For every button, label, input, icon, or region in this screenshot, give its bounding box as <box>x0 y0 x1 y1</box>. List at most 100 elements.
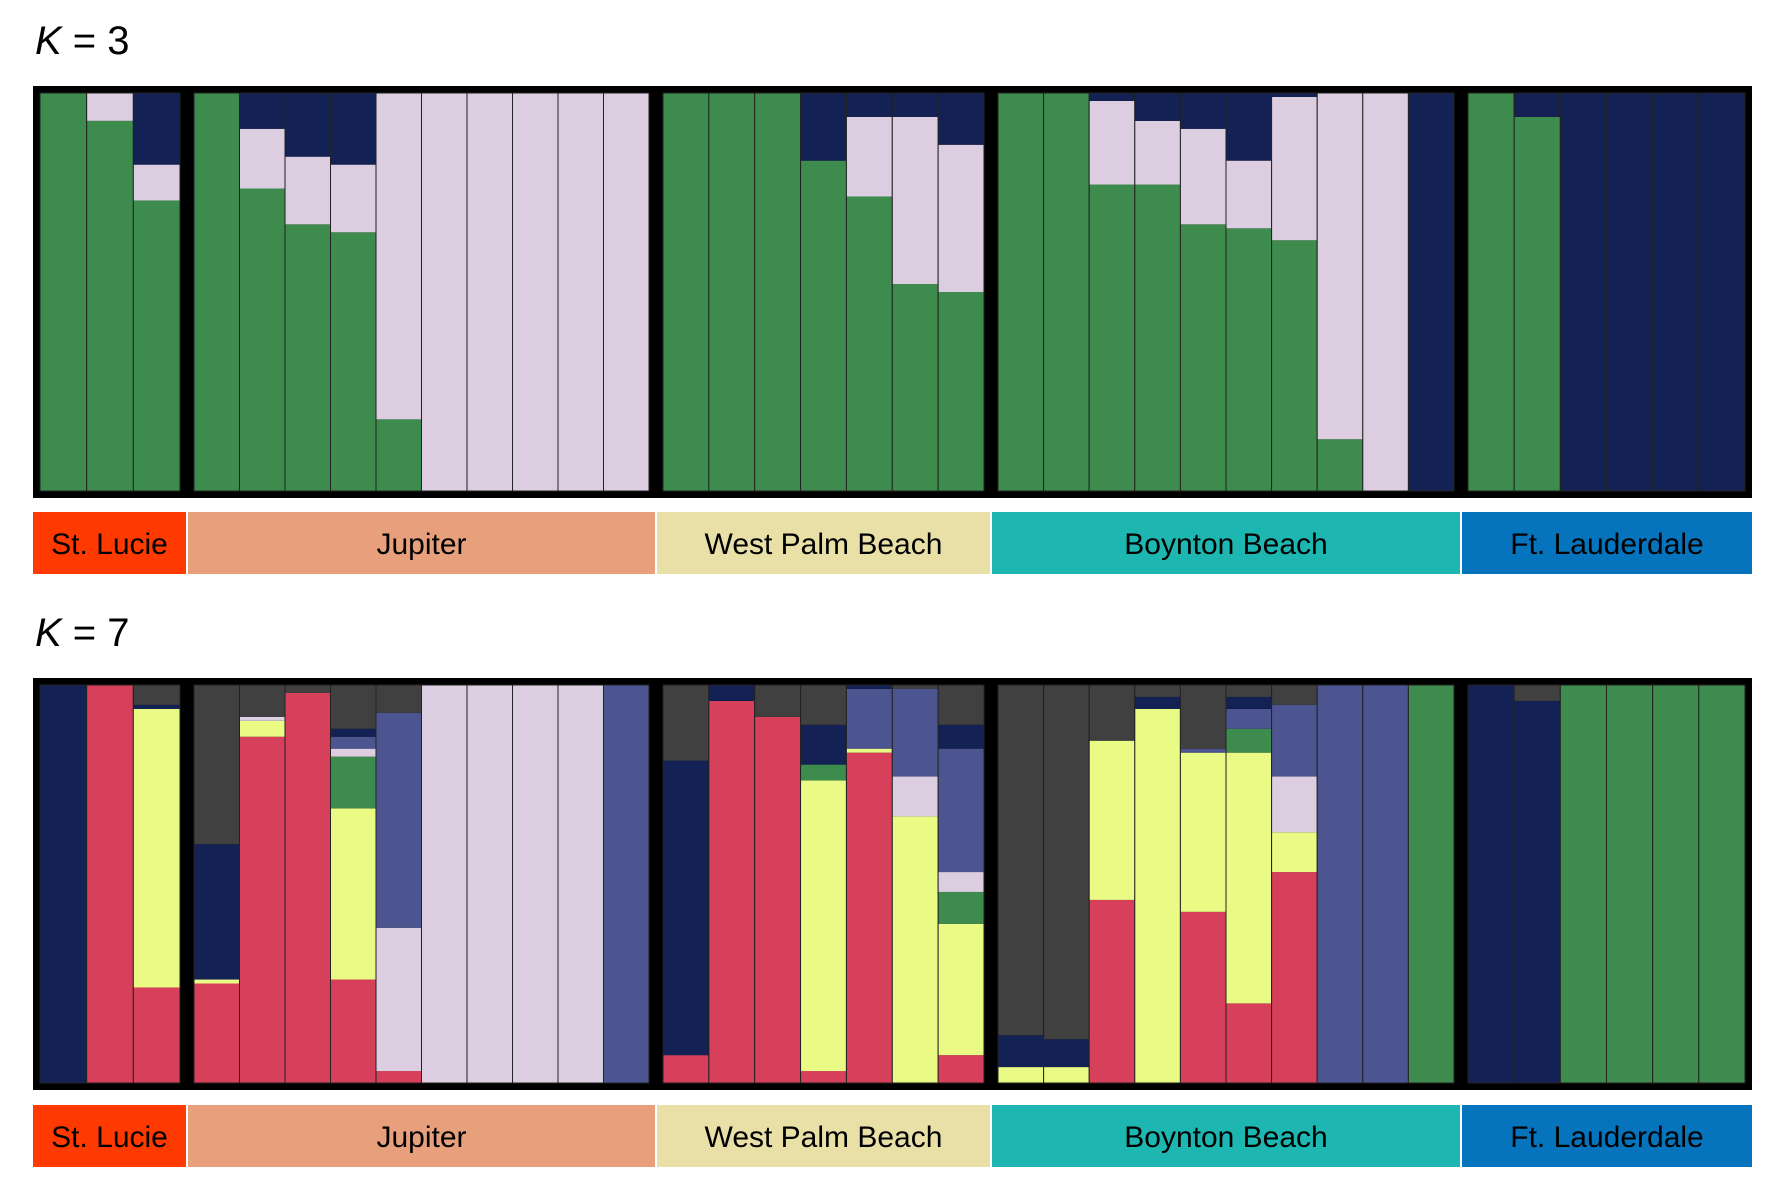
ancestry-segment-yellow <box>1089 740 1135 900</box>
ancestry-segment-green <box>800 160 847 491</box>
ancestry-segment-green <box>1514 116 1561 491</box>
population-label-boynton-beach: Boynton Beach <box>1124 528 1327 561</box>
ancestry-segment-slate <box>1226 708 1272 729</box>
panel-title: K = 3 <box>35 19 130 63</box>
ancestry-segment-red <box>1226 1003 1272 1083</box>
ancestry-segment-lavender <box>1271 96 1318 241</box>
ancestry-segment-red <box>938 1055 984 1083</box>
ancestry-segment-dark_gray <box>1180 685 1226 749</box>
ancestry-segment-red <box>800 1071 847 1083</box>
individual-bar-outline <box>132 92 181 492</box>
ancestry-segment-slate <box>1362 685 1409 1083</box>
population-frame <box>991 86 1461 498</box>
ancestry-segment-navy <box>1652 93 1699 491</box>
ancestry-segment-lavender <box>376 927 422 1072</box>
ancestry-segment-lavender <box>558 93 604 491</box>
individual-bar-outline <box>1698 684 1746 1084</box>
ancestry-segment-navy <box>1089 93 1135 101</box>
ancestry-segment-navy <box>133 93 180 165</box>
population-block-west-palm-beach <box>656 678 991 1090</box>
ancestry-segment-dark_gray <box>239 685 285 717</box>
ancestry-segment-red <box>1180 911 1226 1083</box>
ancestry-segment-navy <box>998 1035 1044 1068</box>
ancestry-segment-dark_gray <box>1089 685 1135 741</box>
ancestry-segment-red <box>86 685 134 1083</box>
individual-bar-outline <box>937 92 985 492</box>
ancestry-segment-green <box>194 93 240 491</box>
ancestry-segment-red <box>285 692 331 1083</box>
ancestry-segment-green <box>330 232 376 492</box>
ancestry-segment-yellow <box>1226 752 1272 1004</box>
ancestry-segment-lavender <box>239 128 285 189</box>
ancestry-segment-lavender <box>938 872 984 892</box>
ancestry-segment-green <box>938 292 984 491</box>
population-label-jupiter: Jupiter <box>376 1121 466 1154</box>
ancestry-segment-navy <box>1514 700 1561 1083</box>
ancestry-segment-dark_gray <box>938 685 984 725</box>
ancestry-segment-lavender <box>86 93 134 121</box>
ancestry-segment-slate <box>603 685 649 1083</box>
ancestry-segment-slate <box>846 688 893 749</box>
ancestry-segment-dark_gray <box>663 685 709 761</box>
ancestry-segment-green <box>998 93 1044 491</box>
ancestry-segment-lavender <box>1089 100 1135 185</box>
ancestry-segment-navy <box>285 93 331 157</box>
ancestry-segment-green <box>1698 685 1745 1083</box>
ancestry-segment-lavender <box>1271 776 1318 833</box>
ancestry-segment-navy <box>846 93 893 117</box>
ancestry-segment-navy <box>1560 93 1607 491</box>
ancestry-segment-green <box>938 891 984 924</box>
ancestry-segment-navy <box>1180 93 1226 129</box>
population-block-jupiter <box>187 86 656 498</box>
ancestry-segment-slate <box>1271 704 1318 777</box>
ancestry-segment-dark_gray <box>376 685 422 713</box>
ancestry-segment-lavender <box>1134 120 1181 185</box>
ancestry-segment-red <box>239 736 285 1083</box>
ancestry-segment-green <box>1134 184 1181 492</box>
ancestry-segment-lavender <box>603 93 649 491</box>
ancestry-segment-navy <box>1271 93 1318 97</box>
ancestry-segment-yellow <box>800 780 847 1072</box>
ancestry-segment-yellow <box>846 748 893 753</box>
ancestry-segment-lavender <box>892 116 939 285</box>
ancestry-segment-navy <box>330 93 376 165</box>
ancestry-segment-lavender <box>1317 93 1363 440</box>
ancestry-segment-navy <box>133 704 180 709</box>
ancestry-segment-lavender <box>892 776 939 817</box>
ancestry-segment-slate <box>938 748 984 873</box>
population-block-ft-lauderdale <box>1461 678 1752 1090</box>
ancestry-segment-lavender <box>467 93 513 491</box>
ancestry-segment-navy <box>846 685 893 689</box>
ancestry-segment-yellow <box>938 923 984 1056</box>
population-frame <box>187 86 656 498</box>
population-frame <box>33 86 187 498</box>
ancestry-segment-dark_gray <box>330 685 376 729</box>
ancestry-segment-green <box>892 284 939 491</box>
individual-bar-outline <box>1407 92 1455 492</box>
ancestry-segment-green <box>663 93 709 491</box>
ancestry-segment-dark_gray <box>1043 685 1090 1040</box>
population-label-block-boynton-beach <box>992 1105 1460 1167</box>
population-label-west-palm-beach: West Palm Beach <box>705 1121 943 1154</box>
population-label-block-west-palm-beach <box>657 512 990 574</box>
population-frame <box>656 86 991 498</box>
ancestry-segment-yellow <box>133 708 180 988</box>
population-label-block-jupiter <box>188 512 655 574</box>
ancestry-segment-yellow <box>892 816 939 1083</box>
ancestry-segment-yellow <box>998 1067 1044 1083</box>
ancestry-segment-navy <box>194 844 240 980</box>
population-label-ft-lauderdale: Ft. Lauderdale <box>1510 1121 1703 1154</box>
ancestry-segment-green <box>708 93 755 491</box>
ancestry-segment-navy <box>239 93 285 129</box>
ancestry-segment-yellow <box>1043 1067 1090 1083</box>
ancestry-segment-dark_gray <box>998 685 1044 1036</box>
ancestry-segment-navy <box>800 93 847 161</box>
ancestry-segment-lavender <box>512 93 558 491</box>
population-label-block-ft-lauderdale <box>1462 1105 1752 1167</box>
ancestry-segment-green <box>1560 685 1607 1083</box>
population-frame <box>33 678 187 1090</box>
ancestry-segment-lavender <box>1180 128 1226 225</box>
ancestry-segment-lavender <box>846 116 893 197</box>
population-frame <box>187 678 656 1090</box>
ancestry-segment-slate <box>376 712 422 928</box>
